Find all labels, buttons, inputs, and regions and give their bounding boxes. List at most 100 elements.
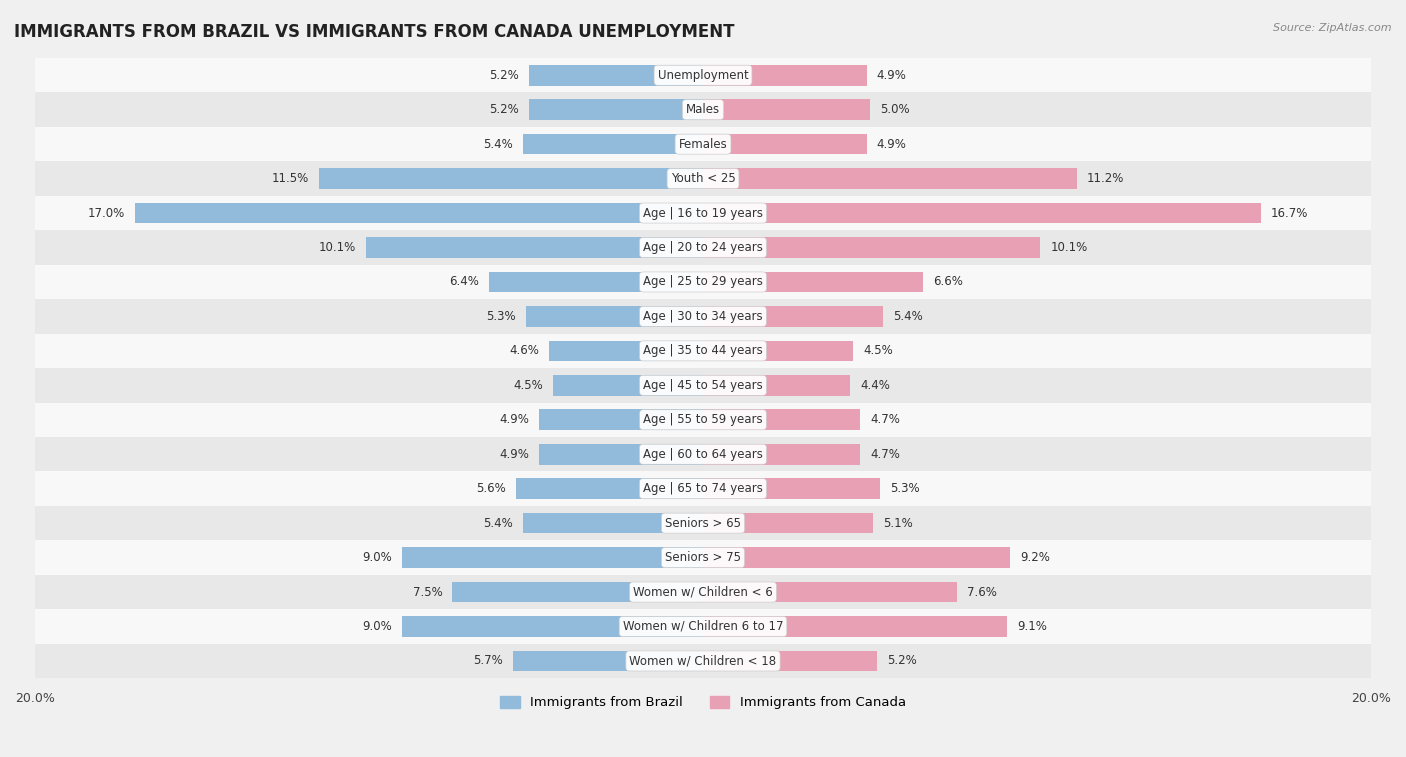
- Text: 4.4%: 4.4%: [860, 378, 890, 392]
- Text: Age | 35 to 44 years: Age | 35 to 44 years: [643, 344, 763, 357]
- Text: Age | 60 to 64 years: Age | 60 to 64 years: [643, 447, 763, 461]
- Text: Seniors > 75: Seniors > 75: [665, 551, 741, 564]
- Bar: [135, 203, 703, 223]
- Text: 5.4%: 5.4%: [893, 310, 924, 323]
- Bar: [703, 134, 866, 154]
- Bar: [35, 609, 1371, 643]
- Text: 4.9%: 4.9%: [877, 69, 907, 82]
- Bar: [703, 581, 957, 603]
- Bar: [35, 403, 1371, 437]
- Text: Youth < 25: Youth < 25: [671, 172, 735, 185]
- Text: 9.0%: 9.0%: [363, 620, 392, 633]
- Bar: [703, 306, 883, 327]
- Text: 4.5%: 4.5%: [863, 344, 893, 357]
- Text: 4.5%: 4.5%: [513, 378, 543, 392]
- Legend: Immigrants from Brazil, Immigrants from Canada: Immigrants from Brazil, Immigrants from …: [495, 690, 911, 715]
- Text: Age | 20 to 24 years: Age | 20 to 24 years: [643, 241, 763, 254]
- Text: Unemployment: Unemployment: [658, 69, 748, 82]
- Text: 5.3%: 5.3%: [890, 482, 920, 495]
- Text: 4.7%: 4.7%: [870, 413, 900, 426]
- Bar: [516, 478, 703, 499]
- Text: 5.2%: 5.2%: [489, 69, 519, 82]
- Text: 5.7%: 5.7%: [472, 655, 502, 668]
- Bar: [703, 650, 877, 671]
- Bar: [35, 368, 1371, 403]
- Bar: [703, 168, 1077, 189]
- Text: 17.0%: 17.0%: [89, 207, 125, 220]
- Bar: [553, 375, 703, 396]
- Text: Women w/ Children 6 to 17: Women w/ Children 6 to 17: [623, 620, 783, 633]
- Text: 4.9%: 4.9%: [499, 447, 529, 461]
- Bar: [529, 99, 703, 120]
- Bar: [35, 161, 1371, 196]
- Bar: [35, 540, 1371, 575]
- Bar: [402, 547, 703, 568]
- Bar: [703, 478, 880, 499]
- Bar: [35, 230, 1371, 265]
- Text: 7.5%: 7.5%: [413, 586, 443, 599]
- Text: 5.2%: 5.2%: [887, 655, 917, 668]
- Text: 5.2%: 5.2%: [489, 103, 519, 116]
- Text: 7.6%: 7.6%: [967, 586, 997, 599]
- Text: 6.6%: 6.6%: [934, 276, 963, 288]
- Bar: [453, 581, 703, 603]
- Bar: [35, 437, 1371, 472]
- Text: Males: Males: [686, 103, 720, 116]
- Bar: [35, 643, 1371, 678]
- Text: Age | 45 to 54 years: Age | 45 to 54 years: [643, 378, 763, 392]
- Bar: [366, 237, 703, 258]
- Bar: [703, 203, 1261, 223]
- Bar: [35, 58, 1371, 92]
- Text: Age | 65 to 74 years: Age | 65 to 74 years: [643, 482, 763, 495]
- Text: 16.7%: 16.7%: [1271, 207, 1308, 220]
- Text: Source: ZipAtlas.com: Source: ZipAtlas.com: [1274, 23, 1392, 33]
- Bar: [402, 616, 703, 637]
- Text: Age | 16 to 19 years: Age | 16 to 19 years: [643, 207, 763, 220]
- Bar: [703, 99, 870, 120]
- Text: Females: Females: [679, 138, 727, 151]
- Text: 9.0%: 9.0%: [363, 551, 392, 564]
- Bar: [703, 410, 860, 430]
- Text: 5.6%: 5.6%: [477, 482, 506, 495]
- Text: 5.3%: 5.3%: [486, 310, 516, 323]
- Bar: [703, 341, 853, 361]
- Text: 10.1%: 10.1%: [318, 241, 356, 254]
- Bar: [513, 650, 703, 671]
- Text: 4.9%: 4.9%: [499, 413, 529, 426]
- Text: 9.2%: 9.2%: [1021, 551, 1050, 564]
- Bar: [703, 547, 1011, 568]
- Text: 5.4%: 5.4%: [482, 516, 513, 530]
- Bar: [35, 265, 1371, 299]
- Text: 11.2%: 11.2%: [1087, 172, 1125, 185]
- Text: Women w/ Children < 18: Women w/ Children < 18: [630, 655, 776, 668]
- Bar: [35, 196, 1371, 230]
- Bar: [703, 272, 924, 292]
- Text: 5.1%: 5.1%: [883, 516, 912, 530]
- Bar: [703, 375, 851, 396]
- Text: 6.4%: 6.4%: [450, 276, 479, 288]
- Bar: [550, 341, 703, 361]
- Bar: [703, 616, 1007, 637]
- Bar: [703, 237, 1040, 258]
- Text: 4.7%: 4.7%: [870, 447, 900, 461]
- Text: Age | 55 to 59 years: Age | 55 to 59 years: [643, 413, 763, 426]
- Text: Age | 25 to 29 years: Age | 25 to 29 years: [643, 276, 763, 288]
- Bar: [523, 512, 703, 534]
- Text: 4.9%: 4.9%: [877, 138, 907, 151]
- Bar: [489, 272, 703, 292]
- Text: 9.1%: 9.1%: [1017, 620, 1047, 633]
- Bar: [35, 127, 1371, 161]
- Bar: [526, 306, 703, 327]
- Text: Women w/ Children < 6: Women w/ Children < 6: [633, 586, 773, 599]
- Text: IMMIGRANTS FROM BRAZIL VS IMMIGRANTS FROM CANADA UNEMPLOYMENT: IMMIGRANTS FROM BRAZIL VS IMMIGRANTS FRO…: [14, 23, 734, 41]
- Bar: [540, 410, 703, 430]
- Bar: [529, 65, 703, 86]
- Text: 5.4%: 5.4%: [482, 138, 513, 151]
- Text: 11.5%: 11.5%: [271, 172, 309, 185]
- Bar: [35, 472, 1371, 506]
- Bar: [35, 334, 1371, 368]
- Bar: [35, 299, 1371, 334]
- Text: Seniors > 65: Seniors > 65: [665, 516, 741, 530]
- Bar: [703, 444, 860, 465]
- Bar: [35, 506, 1371, 540]
